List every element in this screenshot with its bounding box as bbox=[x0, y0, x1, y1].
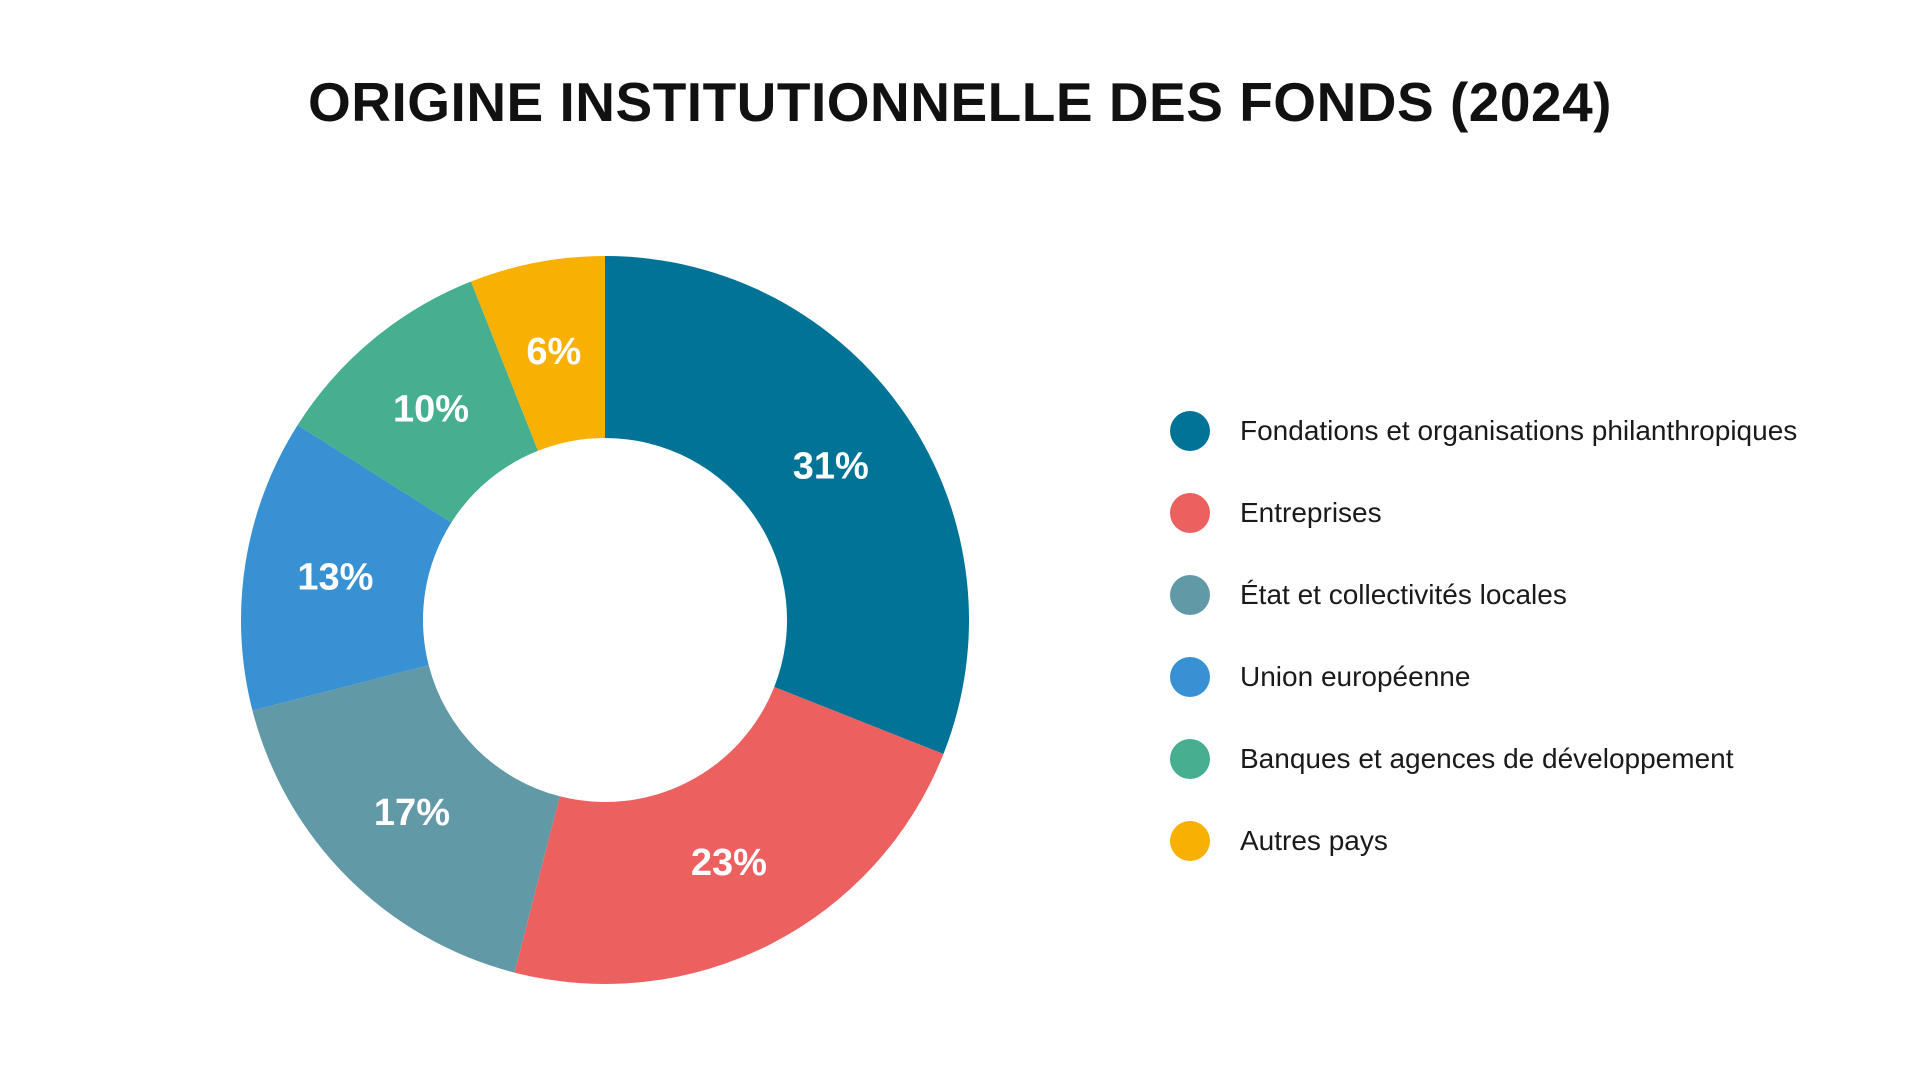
legend-label: Union européenne bbox=[1240, 661, 1471, 692]
slice-label-fondations-et-organisations-philanthropiques: 31% bbox=[793, 446, 869, 488]
donut-chart: 31% 23% 17% 13% 10% 6% bbox=[240, 255, 970, 985]
donut-svg: 31% 23% 17% 13% 10% 6% bbox=[241, 256, 970, 984]
donut-slice-banques-et-agences-de-developpement bbox=[297, 281, 539, 523]
legend-swatch bbox=[1170, 411, 1210, 451]
chart-legend: Fondations et organisations philanthropi… bbox=[1170, 390, 1797, 882]
slice-label-banques-et-agences-de-developpement: 10% bbox=[393, 389, 469, 431]
slice-label-etat-et-collectivites-locales: 17% bbox=[374, 792, 450, 834]
legend-item-fondations-et-organisations-philanthropiques: Fondations et organisations philanthropi… bbox=[1170, 390, 1797, 472]
donut-slice-union-europeenne bbox=[241, 424, 452, 711]
chart-title: ORIGINE INSTITUTIONNELLE DES FONDS (2024… bbox=[308, 71, 1612, 133]
legend-label: État et collectivités locales bbox=[1240, 579, 1567, 610]
legend-item-entreprises: Entreprises bbox=[1170, 472, 1797, 554]
legend-item-union-europeenne: Union européenne bbox=[1170, 636, 1797, 718]
slice-label-entreprises: 23% bbox=[691, 842, 767, 884]
slice-label-union-europeenne: 13% bbox=[297, 556, 373, 598]
donut-slice-entreprises bbox=[514, 686, 944, 984]
legend-label: Entreprises bbox=[1240, 497, 1382, 528]
legend-label: Banques et agences de développement bbox=[1240, 743, 1734, 774]
donut-slice-autres-pays bbox=[471, 256, 605, 451]
legend-swatch bbox=[1170, 821, 1210, 861]
slice-label-autres-pays: 6% bbox=[526, 331, 581, 373]
legend-swatch bbox=[1170, 657, 1210, 697]
legend-item-autres-pays: Autres pays bbox=[1170, 800, 1797, 882]
legend-swatch bbox=[1170, 739, 1210, 779]
legend-item-etat-et-collectivites-locales: État et collectivités locales bbox=[1170, 554, 1797, 636]
legend-label: Autres pays bbox=[1240, 825, 1388, 856]
legend-item-banques-et-agences-de-developpement: Banques et agences de développement bbox=[1170, 718, 1797, 800]
legend-swatch bbox=[1170, 493, 1210, 533]
donut-slice-etat-et-collectivites-locales bbox=[252, 665, 560, 973]
legend-swatch bbox=[1170, 575, 1210, 615]
donut-slice-fondations-et-organisations-philanthropiques bbox=[605, 256, 970, 754]
legend-label: Fondations et organisations philanthropi… bbox=[1240, 415, 1798, 446]
